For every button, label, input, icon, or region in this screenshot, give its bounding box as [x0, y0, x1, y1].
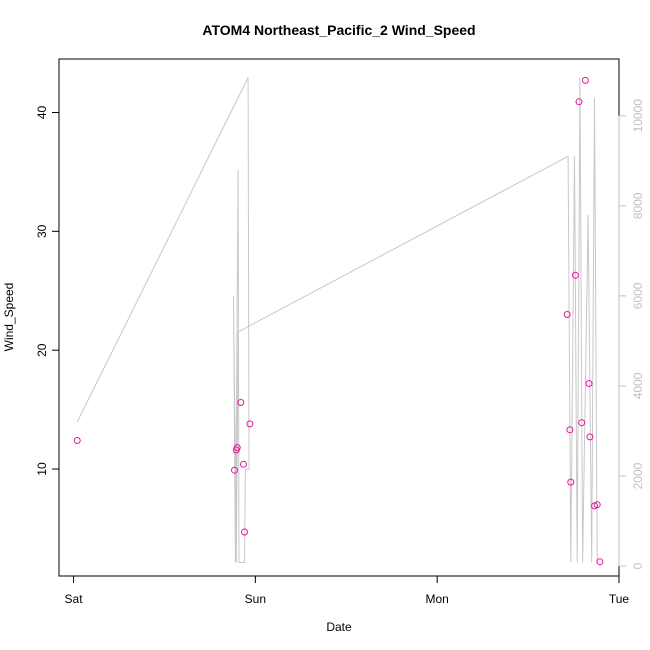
data-point [233, 444, 241, 452]
y2-tick-label: 8000 [631, 192, 645, 219]
x-tick-label: Tue [609, 592, 630, 606]
y2-axis: 0 2000 4000 6000 8000 10000 [618, 99, 645, 569]
y2-tick-label: 0 [631, 562, 645, 569]
data-point [73, 437, 81, 444]
y-axis-label: Wind_Speed [2, 283, 16, 352]
chart-title: ATOM4 Northeast_Pacific_2 Wind_Speed [202, 22, 475, 38]
data-point [231, 466, 238, 474]
y-tick-label: 10 [35, 462, 49, 476]
y2-tick-label: 2000 [631, 462, 645, 489]
x-tick-label: Sun [245, 592, 266, 606]
y-tick-label: 30 [35, 224, 49, 238]
y-axis: 10 20 30 40 [35, 105, 60, 476]
y-tick-label: 20 [35, 343, 49, 357]
line-series [76, 77, 599, 563]
x-axis-label: Date [326, 620, 352, 634]
data-point [246, 420, 254, 428]
data-point [241, 528, 248, 536]
data-point [596, 558, 604, 566]
data-point [240, 460, 247, 468]
data-point [563, 311, 571, 318]
data-point [578, 419, 586, 427]
x-tick-label: Mon [426, 592, 449, 606]
series-line [76, 77, 599, 563]
data-point [581, 76, 589, 84]
point-series [73, 76, 604, 566]
data-point [567, 478, 575, 486]
data-point [575, 98, 583, 106]
x-tick-label: Sat [65, 592, 84, 606]
data-point [593, 501, 601, 509]
data-point [585, 380, 593, 387]
y2-tick-label: 4000 [631, 372, 645, 399]
x-axis: Sat Sun Mon Tue [65, 575, 630, 606]
data-point [566, 426, 574, 434]
data-point [237, 399, 245, 406]
plot-frame [58, 58, 620, 577]
y-tick-label: 40 [35, 105, 49, 119]
data-point [571, 271, 579, 279]
data-point [586, 433, 594, 441]
y2-tick-label: 10000 [631, 99, 645, 133]
y2-tick-label: 6000 [631, 282, 645, 309]
